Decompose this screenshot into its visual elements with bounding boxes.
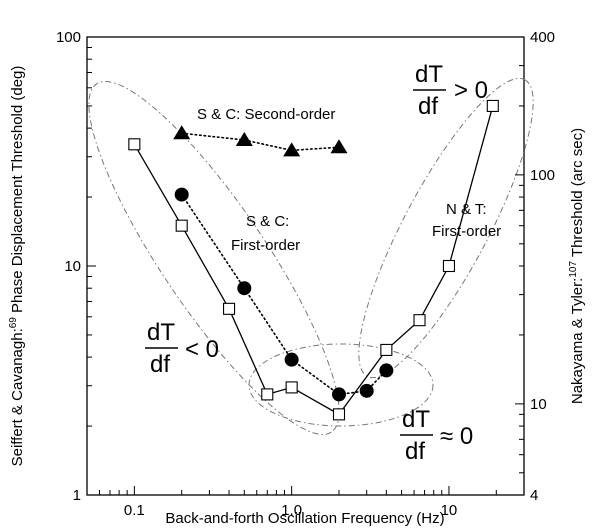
y-tick-label: 100: [56, 29, 81, 46]
triangle-point: [235, 131, 253, 146]
circle-point: [379, 363, 394, 378]
square-point: [128, 138, 141, 151]
square-point: [332, 408, 346, 421]
circle-point: [174, 187, 189, 202]
fraction-dt-negative-den: df: [150, 351, 170, 378]
y2-tick-label: 400: [530, 29, 555, 46]
square-point: [486, 99, 499, 112]
label-sc-second-order: S & C: Second-order: [197, 106, 335, 123]
ellipse-dt-zero: [248, 343, 434, 427]
circle-point: [332, 387, 347, 402]
y-axis-title: Seiffert & Cavanagh:69 Phase Displacemen…: [8, 66, 26, 467]
series-layer: [128, 99, 499, 421]
axis-ticks: 0.1 1.0 10 1 10 100 4 10 100 400: [56, 29, 555, 519]
ellipse-dt-negative: [88, 80, 340, 436]
x-axis-title: Back-and-forth Oscillation Frequency (Hz…: [165, 510, 444, 527]
square-point: [261, 388, 274, 401]
fraction-dt-zero-num: dT: [402, 406, 430, 433]
square-point: [223, 302, 236, 315]
fraction-dt-positive-rel: > 0: [454, 77, 488, 104]
x-tick-label: 1.0: [281, 502, 302, 519]
y2-axis-title-part2: Threshold (arc sec): [569, 128, 586, 261]
series-triangle-line: [180, 132, 340, 152]
y2-axis-title: Nakayama & Tyler:107 Threshold (arc sec): [568, 128, 586, 404]
triangle-point: [173, 125, 191, 140]
label-nt-first-order-1: N & T:: [446, 201, 487, 218]
y-axis-title-ref: 69: [8, 317, 19, 329]
x-tick-label: 0.1: [124, 502, 145, 519]
fraction-dt-zero-den: df: [405, 438, 425, 465]
fraction-dt-positive-num: dT: [415, 61, 443, 88]
fraction-dt-positive-den: df: [418, 93, 438, 120]
y-tick-label: 10: [64, 258, 81, 275]
circle-point: [284, 352, 299, 367]
x-tick-label: 10: [441, 502, 458, 519]
fraction-dt-positive: dT df > 0: [413, 61, 488, 120]
triangle-point: [330, 139, 348, 154]
label-sc-first-order-1: S & C:: [246, 213, 289, 230]
fraction-dt-zero: dT df ≈ 0: [400, 406, 473, 465]
triangle-point: [283, 142, 301, 157]
fraction-dt-negative-num: dT: [147, 319, 175, 346]
y2-tick-label: 10: [530, 396, 547, 413]
label-nt-first-order-2: First-order: [432, 223, 501, 240]
y-tick-label: 1: [73, 487, 81, 504]
y2-axis-title-part1: Nakayama & Tyler:: [569, 278, 586, 404]
circle-point: [237, 281, 252, 296]
series-open-square-line: [133, 105, 494, 416]
square-point: [380, 343, 393, 356]
circle-point: [359, 383, 374, 398]
y2-tick-label: 4: [530, 487, 538, 504]
y2-tick-label: 100: [530, 167, 555, 184]
label-sc-first-order-2: First-order: [231, 237, 300, 254]
square-point: [442, 259, 455, 273]
y-axis-title-part2: Phase Displacement Threshold (deg): [9, 66, 26, 318]
y-axis-title-part1: Seiffert & Cavanagh:: [9, 328, 26, 466]
fraction-dt-negative-rel: < 0: [185, 336, 219, 363]
fraction-dt-negative: dT df < 0: [145, 319, 219, 378]
square-point: [175, 219, 188, 232]
square-point: [285, 381, 298, 394]
fraction-dt-zero-rel: ≈ 0: [440, 423, 473, 450]
y2-axis-title-ref: 107: [568, 261, 579, 278]
square-point: [413, 314, 426, 327]
